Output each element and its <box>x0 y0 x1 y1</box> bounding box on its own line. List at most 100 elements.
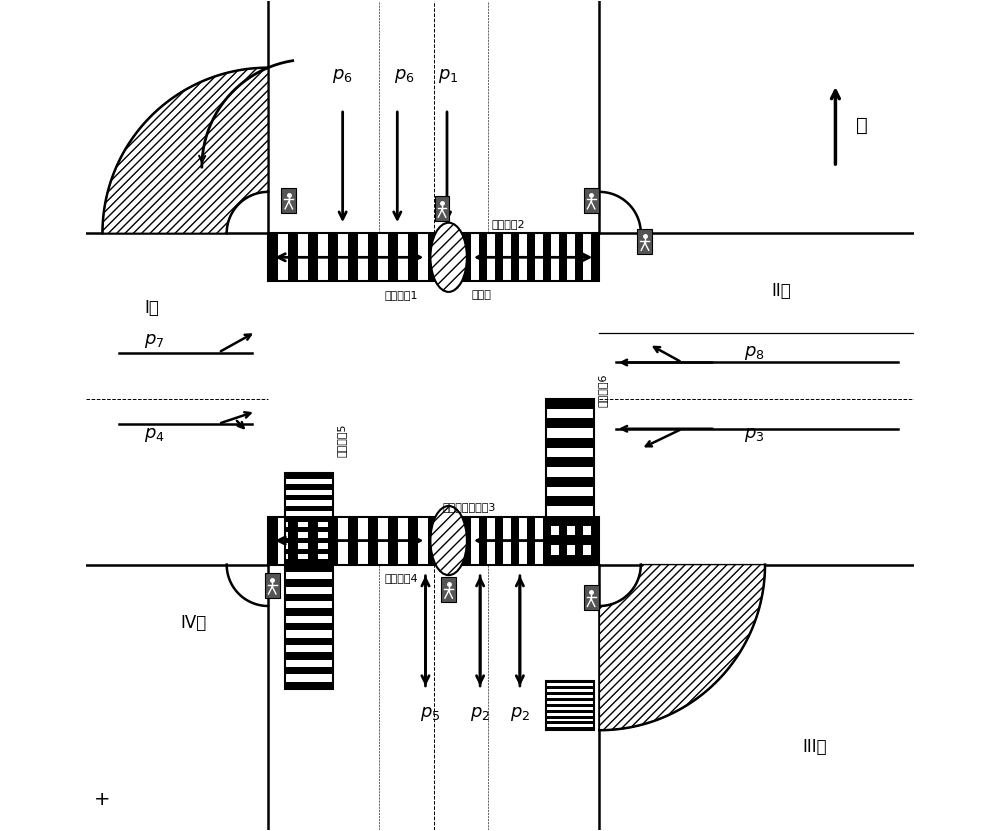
Bar <box>285 564 333 689</box>
Bar <box>575 234 583 282</box>
Bar <box>546 686 594 689</box>
Bar <box>527 517 535 564</box>
Bar <box>546 727 594 730</box>
Bar <box>463 517 471 564</box>
Bar <box>285 623 333 631</box>
Polygon shape <box>599 564 765 730</box>
Bar <box>546 535 594 545</box>
Bar <box>584 188 599 213</box>
Bar <box>546 477 594 487</box>
Text: $p_8$: $p_8$ <box>744 343 765 361</box>
Text: 人行横道6: 人行横道6 <box>598 374 608 407</box>
Text: $p_2$: $p_2$ <box>510 705 530 723</box>
Text: 人行横道1: 人行横道1 <box>384 290 418 300</box>
Text: 北: 北 <box>856 116 868 135</box>
Text: $p_6$: $p_6$ <box>332 67 353 85</box>
Bar <box>479 234 487 282</box>
Bar <box>559 517 567 564</box>
Bar <box>285 548 333 554</box>
Bar <box>463 234 599 282</box>
Bar <box>328 234 338 282</box>
Bar <box>281 188 296 213</box>
Bar <box>328 517 338 564</box>
Bar <box>546 681 594 683</box>
Bar <box>268 234 599 564</box>
Text: 人行横道4: 人行横道4 <box>384 573 418 583</box>
Bar <box>435 196 449 221</box>
Bar <box>546 399 594 409</box>
Bar <box>546 704 594 707</box>
Bar <box>546 419 594 428</box>
Bar <box>388 517 398 564</box>
Bar <box>546 715 594 719</box>
Bar <box>527 234 535 282</box>
Bar <box>479 517 487 564</box>
Text: $p_7$: $p_7$ <box>144 332 164 350</box>
Bar <box>637 229 652 254</box>
Bar <box>428 234 438 282</box>
Text: $p_3$: $p_3$ <box>744 426 765 445</box>
Bar <box>408 234 418 282</box>
Text: +: + <box>94 790 111 809</box>
Bar <box>546 457 594 467</box>
Bar <box>285 667 333 674</box>
Bar <box>591 517 599 564</box>
Bar <box>285 594 333 601</box>
Text: $p_4$: $p_4$ <box>144 426 165 445</box>
Bar <box>463 517 599 564</box>
Bar <box>428 517 438 564</box>
Text: 人行横道5: 人行横道5 <box>337 424 347 457</box>
Bar <box>543 234 551 282</box>
Bar <box>285 516 333 522</box>
Bar <box>308 234 318 282</box>
Bar <box>543 517 551 564</box>
Bar <box>495 517 503 564</box>
Bar <box>546 692 594 696</box>
Bar <box>268 234 438 282</box>
Text: II侧: II侧 <box>772 283 791 300</box>
Bar <box>368 517 378 564</box>
Text: I侧: I侧 <box>145 299 160 317</box>
Bar <box>285 527 333 533</box>
Polygon shape <box>102 67 268 234</box>
Text: 安全岛: 安全岛 <box>471 290 491 300</box>
Bar <box>368 234 378 282</box>
Bar <box>546 516 594 525</box>
Bar <box>268 517 278 564</box>
Bar <box>546 496 594 506</box>
Bar <box>268 564 599 829</box>
Bar <box>546 555 594 564</box>
Bar <box>546 438 594 448</box>
Bar <box>441 577 456 602</box>
Ellipse shape <box>430 223 467 292</box>
Text: 人行横道2: 人行横道2 <box>492 219 525 229</box>
Bar <box>575 517 583 564</box>
Bar <box>268 2 599 234</box>
Bar <box>285 505 333 511</box>
Bar <box>268 234 278 282</box>
Bar <box>288 517 298 564</box>
Bar <box>546 399 594 564</box>
Bar <box>86 234 268 564</box>
Bar <box>511 234 519 282</box>
Bar <box>285 474 333 564</box>
Bar <box>285 637 333 645</box>
Bar <box>388 234 398 282</box>
Bar <box>285 538 333 543</box>
Bar <box>285 559 333 564</box>
Bar <box>265 573 280 597</box>
Bar <box>546 698 594 701</box>
Text: 安全岛人行横道3: 安全岛人行横道3 <box>442 503 495 513</box>
Bar <box>348 234 358 282</box>
Bar <box>285 652 333 660</box>
Bar <box>408 517 418 564</box>
Bar <box>308 517 318 564</box>
Bar <box>285 484 333 489</box>
Text: $p_5$: $p_5$ <box>420 705 441 723</box>
Text: $p_6$: $p_6$ <box>394 67 414 85</box>
Bar <box>268 517 438 564</box>
Bar <box>546 721 594 725</box>
Bar <box>546 681 594 730</box>
Bar <box>285 681 333 689</box>
Ellipse shape <box>430 506 467 575</box>
